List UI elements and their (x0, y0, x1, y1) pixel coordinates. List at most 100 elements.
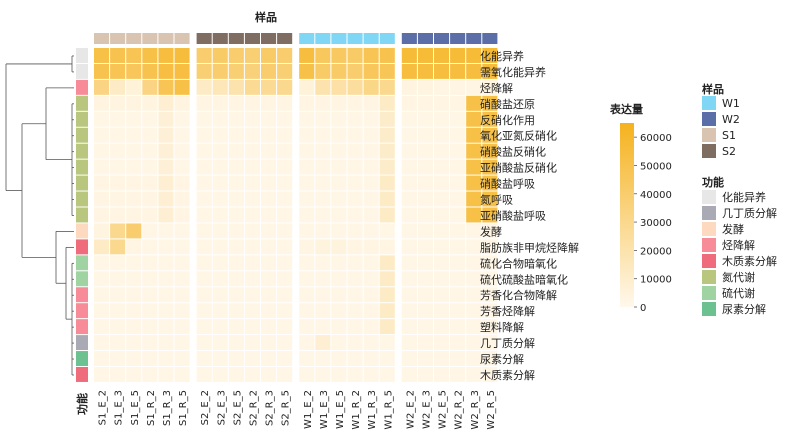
heatmap-cell (466, 63, 482, 79)
heatmap-cell (196, 159, 212, 175)
legend-swatch (702, 206, 716, 220)
heatmap-cell (466, 159, 482, 175)
heatmap-cell (450, 63, 466, 79)
heatmap-cell (315, 351, 331, 366)
column-label: W2_R_2 (454, 390, 465, 430)
colorbar-tick-label: 40000 (640, 190, 672, 201)
legend-swatch (702, 238, 716, 252)
heatmap-cell (212, 175, 228, 191)
heatmap-cell (110, 143, 126, 159)
heatmap-cell (299, 191, 315, 207)
legend-label: 烃降解 (722, 238, 755, 252)
heatmap-cell (196, 143, 212, 159)
column-group-cell (466, 33, 482, 44)
row-function-cell (76, 271, 88, 287)
column-label: S2_R_3 (265, 390, 276, 426)
heatmap-cell (158, 175, 174, 191)
heatmap-cell (158, 223, 174, 239)
row-label: 烃降解 (480, 81, 513, 95)
heatmap-cell (94, 319, 110, 335)
heatmap-cell (126, 223, 142, 239)
heatmap-cell (196, 223, 212, 239)
heatmap-cell (158, 111, 174, 127)
heatmap-cell (158, 255, 174, 271)
heatmap-cell (482, 367, 498, 382)
heatmap-cell (434, 303, 450, 319)
heatmap-cell (347, 63, 363, 79)
heatmap-cell (261, 95, 277, 111)
heatmap-cell (434, 367, 450, 382)
heatmap-cell (347, 335, 363, 351)
heatmap-cell (331, 303, 347, 319)
row-label: 芳香烃降解 (480, 304, 535, 318)
heatmap-cell (450, 255, 466, 271)
heatmap-cell (482, 319, 498, 335)
column-group-cell (174, 33, 190, 44)
heatmap-cell (434, 271, 450, 287)
heatmap-cells (94, 48, 498, 382)
heatmap-cell (142, 48, 158, 63)
heatmap-cell (482, 79, 498, 95)
heatmap-cell (142, 159, 158, 175)
legend-swatch (702, 270, 716, 284)
heatmap-cell (331, 191, 347, 207)
heatmap-cell (466, 48, 482, 63)
heatmap-cell (363, 303, 379, 319)
function-axis-label: 功能 (75, 393, 89, 415)
heatmap-cell (363, 335, 379, 351)
heatmap-cell (417, 79, 433, 95)
heatmap-cell (379, 287, 395, 303)
legend-label: 化能异养 (722, 190, 766, 204)
heatmap-cell (126, 159, 142, 175)
heatmap-cell (228, 95, 244, 111)
heatmap-cell (466, 79, 482, 95)
heatmap-cell (174, 223, 190, 239)
heatmap-cell (379, 175, 395, 191)
heatmap-cell (434, 63, 450, 79)
heatmap-cell (434, 191, 450, 207)
heatmap-cell (142, 175, 158, 191)
heatmap-cell (450, 191, 466, 207)
row-function-cell (76, 143, 88, 159)
heatmap-cell (379, 48, 395, 63)
heatmap-cell (277, 48, 293, 63)
heatmap-cell (401, 175, 417, 191)
heatmap-cell (482, 271, 498, 287)
heatmap-cell (482, 255, 498, 271)
column-label: S2_E_5 (232, 390, 243, 425)
heatmap-cell (228, 239, 244, 255)
heatmap-cell (299, 335, 315, 351)
heatmap-cell (261, 255, 277, 271)
column-group-cell (363, 33, 379, 44)
heatmap-cell (174, 159, 190, 175)
column-label: S2_R_5 (281, 390, 292, 426)
heatmap-cell (142, 303, 158, 319)
heatmap-cell (261, 79, 277, 95)
column-group-cell (261, 33, 277, 44)
heatmap-cell (401, 111, 417, 127)
heatmap-cell (158, 239, 174, 255)
heatmap-cell (466, 127, 482, 143)
heatmap-cell (228, 303, 244, 319)
heatmap-cell (401, 223, 417, 239)
heatmap-cell (466, 319, 482, 335)
heatmap-cell (126, 367, 142, 382)
heatmap-cell (450, 111, 466, 127)
column-label: S1_R_2 (146, 390, 157, 426)
heatmap-cell (244, 223, 260, 239)
heatmap-cell (466, 191, 482, 207)
heatmap-cell (142, 271, 158, 287)
heatmap-cell (212, 367, 228, 382)
column-group-cell (379, 33, 395, 44)
heatmap-cell (158, 207, 174, 223)
heatmap-cell (212, 48, 228, 63)
heatmap-cell (434, 95, 450, 111)
row-function-cell (76, 303, 88, 319)
heatmap-cell (417, 335, 433, 351)
heatmap-cell (244, 367, 260, 382)
row-function-cell (76, 191, 88, 207)
colorbar-tick-label: 10000 (640, 275, 672, 286)
heatmap-cell (315, 95, 331, 111)
heatmap-cell (347, 303, 363, 319)
